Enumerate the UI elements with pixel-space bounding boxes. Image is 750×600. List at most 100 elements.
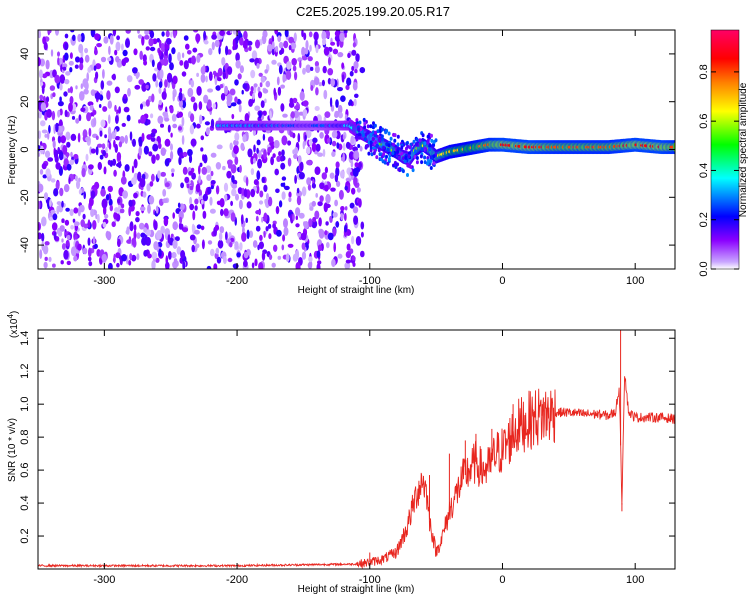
heatmap-noise-cell — [73, 153, 79, 160]
heatmap-noise-cell — [280, 103, 285, 112]
heatmap-noise-cell — [351, 49, 357, 56]
heatmap-noise-cell — [234, 96, 238, 103]
heatmap-noise-cell — [335, 221, 340, 228]
heatmap-noise-cell — [341, 62, 345, 69]
heatmap-noise-cell — [102, 69, 105, 79]
heatmap-noise-cell — [255, 225, 261, 232]
heatmap-noise-cell — [216, 144, 223, 150]
heatmap-spread-cell — [392, 163, 395, 168]
heatmap-noise-cell — [68, 177, 71, 185]
heatmap-noise-cell — [280, 84, 285, 89]
heatmap-spread-cell — [387, 143, 391, 148]
heatmap-noise-cell — [352, 206, 359, 214]
heatmap-noise-cell — [313, 77, 320, 86]
heatmap-noise-cell — [146, 183, 151, 192]
heatmap-noise-cell — [74, 234, 78, 240]
heatmap-noise-cell — [318, 82, 322, 87]
heatmap-noise-cell — [160, 123, 164, 128]
heatmap-noise-cell — [57, 101, 64, 107]
heatmap-noise-cell — [161, 91, 167, 100]
heatmap-noise-cell — [271, 59, 277, 65]
heatmap-noise-cell — [164, 79, 168, 88]
heatmap-noise-cell — [39, 58, 45, 67]
heatmap-noise-cell — [95, 71, 99, 80]
heatmap-noise-cell — [143, 60, 148, 66]
heatmap-noise-cell — [102, 150, 106, 157]
heatmap-noise-cell — [341, 74, 345, 83]
heatmap-noise-cell — [312, 137, 318, 144]
heatmap-noise-cell — [277, 35, 282, 42]
heatmap-noise-cell — [101, 253, 108, 263]
heatmap-noise-cell — [297, 57, 303, 62]
heatmap-noise-cell — [135, 217, 140, 223]
heatmap-spread-cell — [378, 152, 382, 157]
heatmap-spread-cell — [430, 133, 433, 138]
heatmap-noise-cell — [231, 113, 235, 120]
heatmap-noise-cell — [107, 159, 111, 166]
heatmap-noise-cell — [168, 53, 172, 64]
heatmap-noise-cell — [162, 198, 168, 204]
heatmap-noise-cell — [63, 184, 70, 193]
heatmap-noise-cell — [59, 83, 63, 91]
heatmap-noise-cell — [273, 87, 277, 97]
heatmap-noise-cell — [340, 95, 346, 102]
heatmap-noise-cell — [121, 203, 125, 209]
heatmap-noise-cell — [206, 99, 212, 109]
heatmap-noise-cell — [308, 218, 313, 228]
heatmap-noise-cell — [285, 70, 292, 80]
heatmap-noise-cell — [322, 148, 326, 158]
heatmap-noise-cell — [328, 56, 331, 66]
heatmap-noise-cell — [330, 78, 336, 87]
heatmap-noise-cell — [44, 133, 48, 138]
heatmap-spread-cell — [420, 160, 424, 165]
heatmap-noise-cell — [260, 100, 265, 108]
colorbar-tick-label: 0.2 — [698, 212, 710, 227]
heatmap-noise-cell — [310, 66, 314, 71]
heatmap-noise-cell — [241, 232, 247, 242]
heatmap-noise-cell — [295, 223, 300, 228]
heatmap-spread-cell — [412, 139, 416, 144]
heatmap-noise-cell — [332, 212, 338, 218]
heatmap-noise-cell — [217, 77, 222, 82]
heatmap-noise-cell — [180, 250, 186, 259]
spectrogram-xlabel: Height of straight line (km) — [298, 285, 415, 296]
heatmap-noise-cell — [54, 74, 61, 84]
heatmap-noise-cell — [285, 253, 290, 262]
heatmap-noise-cell — [114, 207, 120, 213]
heatmap-noise-cell — [141, 236, 147, 246]
heatmap-noise-cell — [183, 60, 189, 70]
heatmap-noise-cell — [39, 94, 44, 100]
heatmap-noise-cell — [338, 189, 344, 200]
heatmap-noise-cell — [80, 107, 86, 112]
heatmap-noise-cell — [351, 256, 356, 261]
heatmap-noise-cell — [45, 59, 50, 70]
heatmap-noise-cell — [128, 236, 132, 243]
heatmap-noise-cell — [326, 242, 330, 249]
heatmap-noise-cell — [306, 159, 313, 166]
heatmap-noise-cell — [160, 225, 165, 234]
heatmap-noise-cell — [152, 73, 157, 82]
heatmap-noise-cell — [268, 233, 272, 240]
heatmap-noise-cell — [195, 243, 200, 249]
heatmap-noise-cell — [242, 134, 247, 143]
heatmap-noise-cell — [131, 237, 137, 246]
heatmap-noise-cell — [81, 167, 86, 178]
heatmap-noise-cell — [194, 229, 200, 235]
heatmap-noise-cell — [223, 182, 229, 192]
heatmap-noise-cell — [310, 85, 314, 91]
heatmap-noise-cell — [268, 254, 273, 260]
heatmap-spread-cell — [432, 154, 436, 159]
heatmap-noise-cell — [147, 253, 152, 259]
heatmap-noise-cell — [216, 200, 222, 206]
heatmap-noise-cell — [235, 193, 239, 201]
heatmap-spread-cell — [429, 159, 433, 164]
heatmap-noise-cell — [340, 170, 345, 179]
heatmap-noise-cell — [171, 113, 177, 122]
heatmap-noise-cell — [80, 83, 84, 90]
heatmap-noise-cell — [111, 74, 116, 80]
heatmap-noise-cell — [203, 94, 209, 104]
heatmap-noise-cell — [89, 197, 94, 207]
heatmap-noise-cell — [57, 135, 62, 144]
heatmap-noise-cell — [142, 54, 147, 63]
heatmap-noise-cell — [191, 223, 195, 233]
